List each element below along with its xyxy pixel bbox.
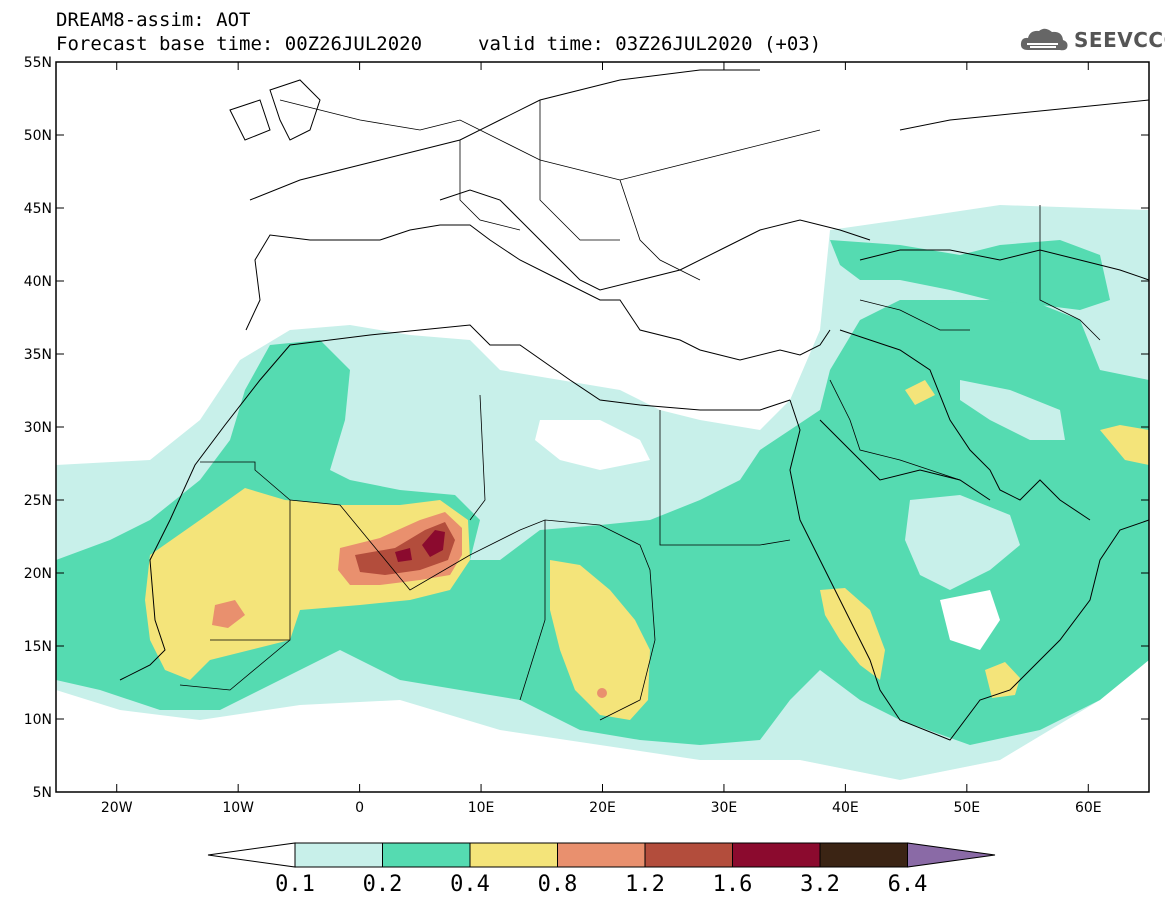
seevccc-logo: SEEVCCC (1018, 24, 1165, 56)
colorbar-level-label: 3.2 (800, 872, 840, 897)
lon-tick-label: 40E (832, 800, 859, 816)
latitude-axis: 55N 50N 45N 40N 35N 30N 25N 20N 15N 10N 5N (24, 55, 1149, 801)
colorbar-swatch (557, 842, 646, 868)
cloud-icon (1020, 28, 1068, 51)
lat-tick-label: 25N (24, 493, 52, 509)
lon-tick-label: 20E (589, 800, 616, 816)
colorbar-level-label: 6.4 (887, 872, 928, 897)
colorbar-level-label: 1.2 (625, 872, 665, 897)
lon-tick-label: 30E (711, 800, 738, 816)
colorbar-level-label: 0.4 (450, 872, 490, 897)
coastlines (119, 69, 1149, 741)
colorbar-level-label: 0.8 (537, 872, 578, 897)
map-title: DREAM8-assim: AOT (56, 9, 251, 31)
colorbar-over-triangle (907, 842, 996, 868)
lat-tick-label: 40N (24, 274, 52, 290)
colorbar-level-label: 0.2 (362, 872, 403, 897)
lat-tick-label: 35N (24, 347, 52, 363)
colorbar-swatch (294, 842, 383, 868)
lat-tick-label: 50N (24, 128, 52, 144)
lat-tick-label: 45N (24, 201, 52, 217)
colorbar-swatch (382, 842, 471, 868)
aot-clear (535, 420, 1000, 650)
aot-level-0.1-patch (355, 380, 1065, 590)
colorbar-level-label: 1.6 (712, 872, 753, 897)
longitude-axis: 20W 10W 0 10E 20E 30E 40E 50E 60E (101, 62, 1102, 816)
lat-tick-label: 30N (24, 420, 52, 436)
colorbar (207, 842, 996, 868)
colorbar-under-triangle (207, 842, 296, 868)
aot-level-1.6 (395, 530, 445, 562)
lon-tick-label: 10W (222, 800, 254, 816)
lon-tick-label: 0 (355, 800, 364, 816)
lat-tick-label: 55N (24, 55, 52, 71)
colorbar-swatch (644, 842, 733, 868)
valid-time: valid time: 03Z26JUL2020 (+03) (478, 33, 822, 55)
colorbar-level-label: 0.1 (275, 872, 315, 897)
lon-tick-label: 10E (468, 800, 495, 816)
lat-tick-label: 15N (24, 639, 52, 655)
lon-tick-label: 60E (1075, 800, 1102, 816)
colorbar-swatch (732, 842, 821, 868)
lon-tick-label: 20W (101, 800, 133, 816)
forecast-base-time: Forecast base time: 00Z26JUL2020 (56, 33, 423, 55)
country-borders (179, 99, 1101, 721)
aot-level-1.2 (355, 522, 455, 575)
lat-tick-label: 5N (33, 785, 52, 801)
colorbar-swatch (469, 842, 558, 868)
colorbar-swatch (819, 842, 908, 868)
lat-tick-label: 10N (24, 712, 52, 728)
lat-tick-label: 20N (24, 566, 52, 582)
lon-tick-label: 50E (953, 800, 980, 816)
aot-field (56, 205, 1149, 780)
logo-text: SEEVCCC (1074, 28, 1165, 52)
